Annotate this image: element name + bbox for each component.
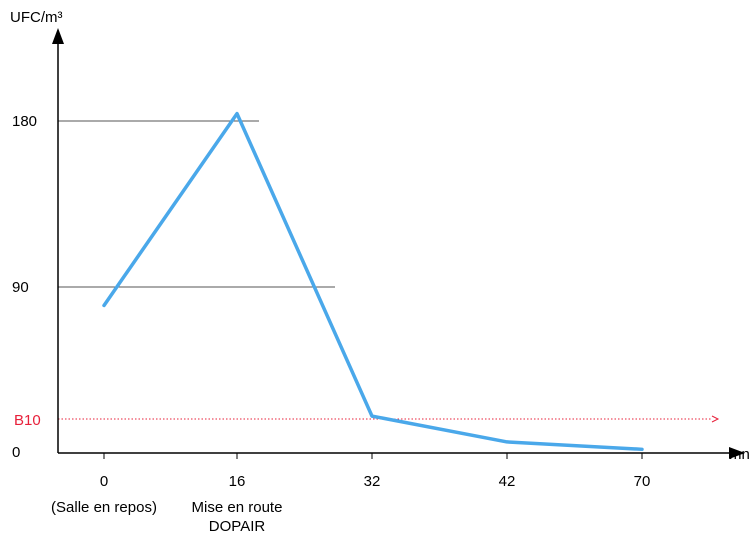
y-tick-label-0: 0 — [12, 444, 20, 461]
x-sublabel-16-1: DOPAIR — [209, 518, 266, 535]
x-axis-arrowhead — [729, 447, 745, 459]
x-sublabel-16-0: Mise en route — [192, 499, 283, 516]
x-tick-label-16: 16 — [229, 473, 246, 490]
reference-line-group: B10 — [14, 412, 720, 429]
y-axis-title: UFC/m³ — [10, 9, 63, 26]
x-tick-label-32: 32 — [364, 473, 381, 490]
x-tick-label-0: 0 — [100, 473, 108, 490]
gridlines — [58, 120, 335, 288]
x-axis-title: mn — [729, 446, 750, 463]
x-sublabel-0-0: (Salle en repos) — [51, 499, 157, 516]
y-tick-label-90: 90 — [12, 279, 29, 296]
reference-line-label: B10 — [14, 412, 41, 429]
axes — [52, 28, 745, 459]
y-tick-label-180: 180 — [12, 113, 37, 130]
x-tick-label-42: 42 — [499, 473, 516, 490]
x-tick-label-70: 70 — [634, 473, 651, 490]
reference-line-arrowhead — [711, 415, 720, 423]
tick-labels: UFC/m³ mn 0 90 180 0 (Salle en repos) 16 Mise en… — [10, 9, 750, 535]
series-line — [102, 111, 644, 452]
series-group — [102, 111, 644, 452]
y-axis-arrowhead — [52, 28, 64, 44]
